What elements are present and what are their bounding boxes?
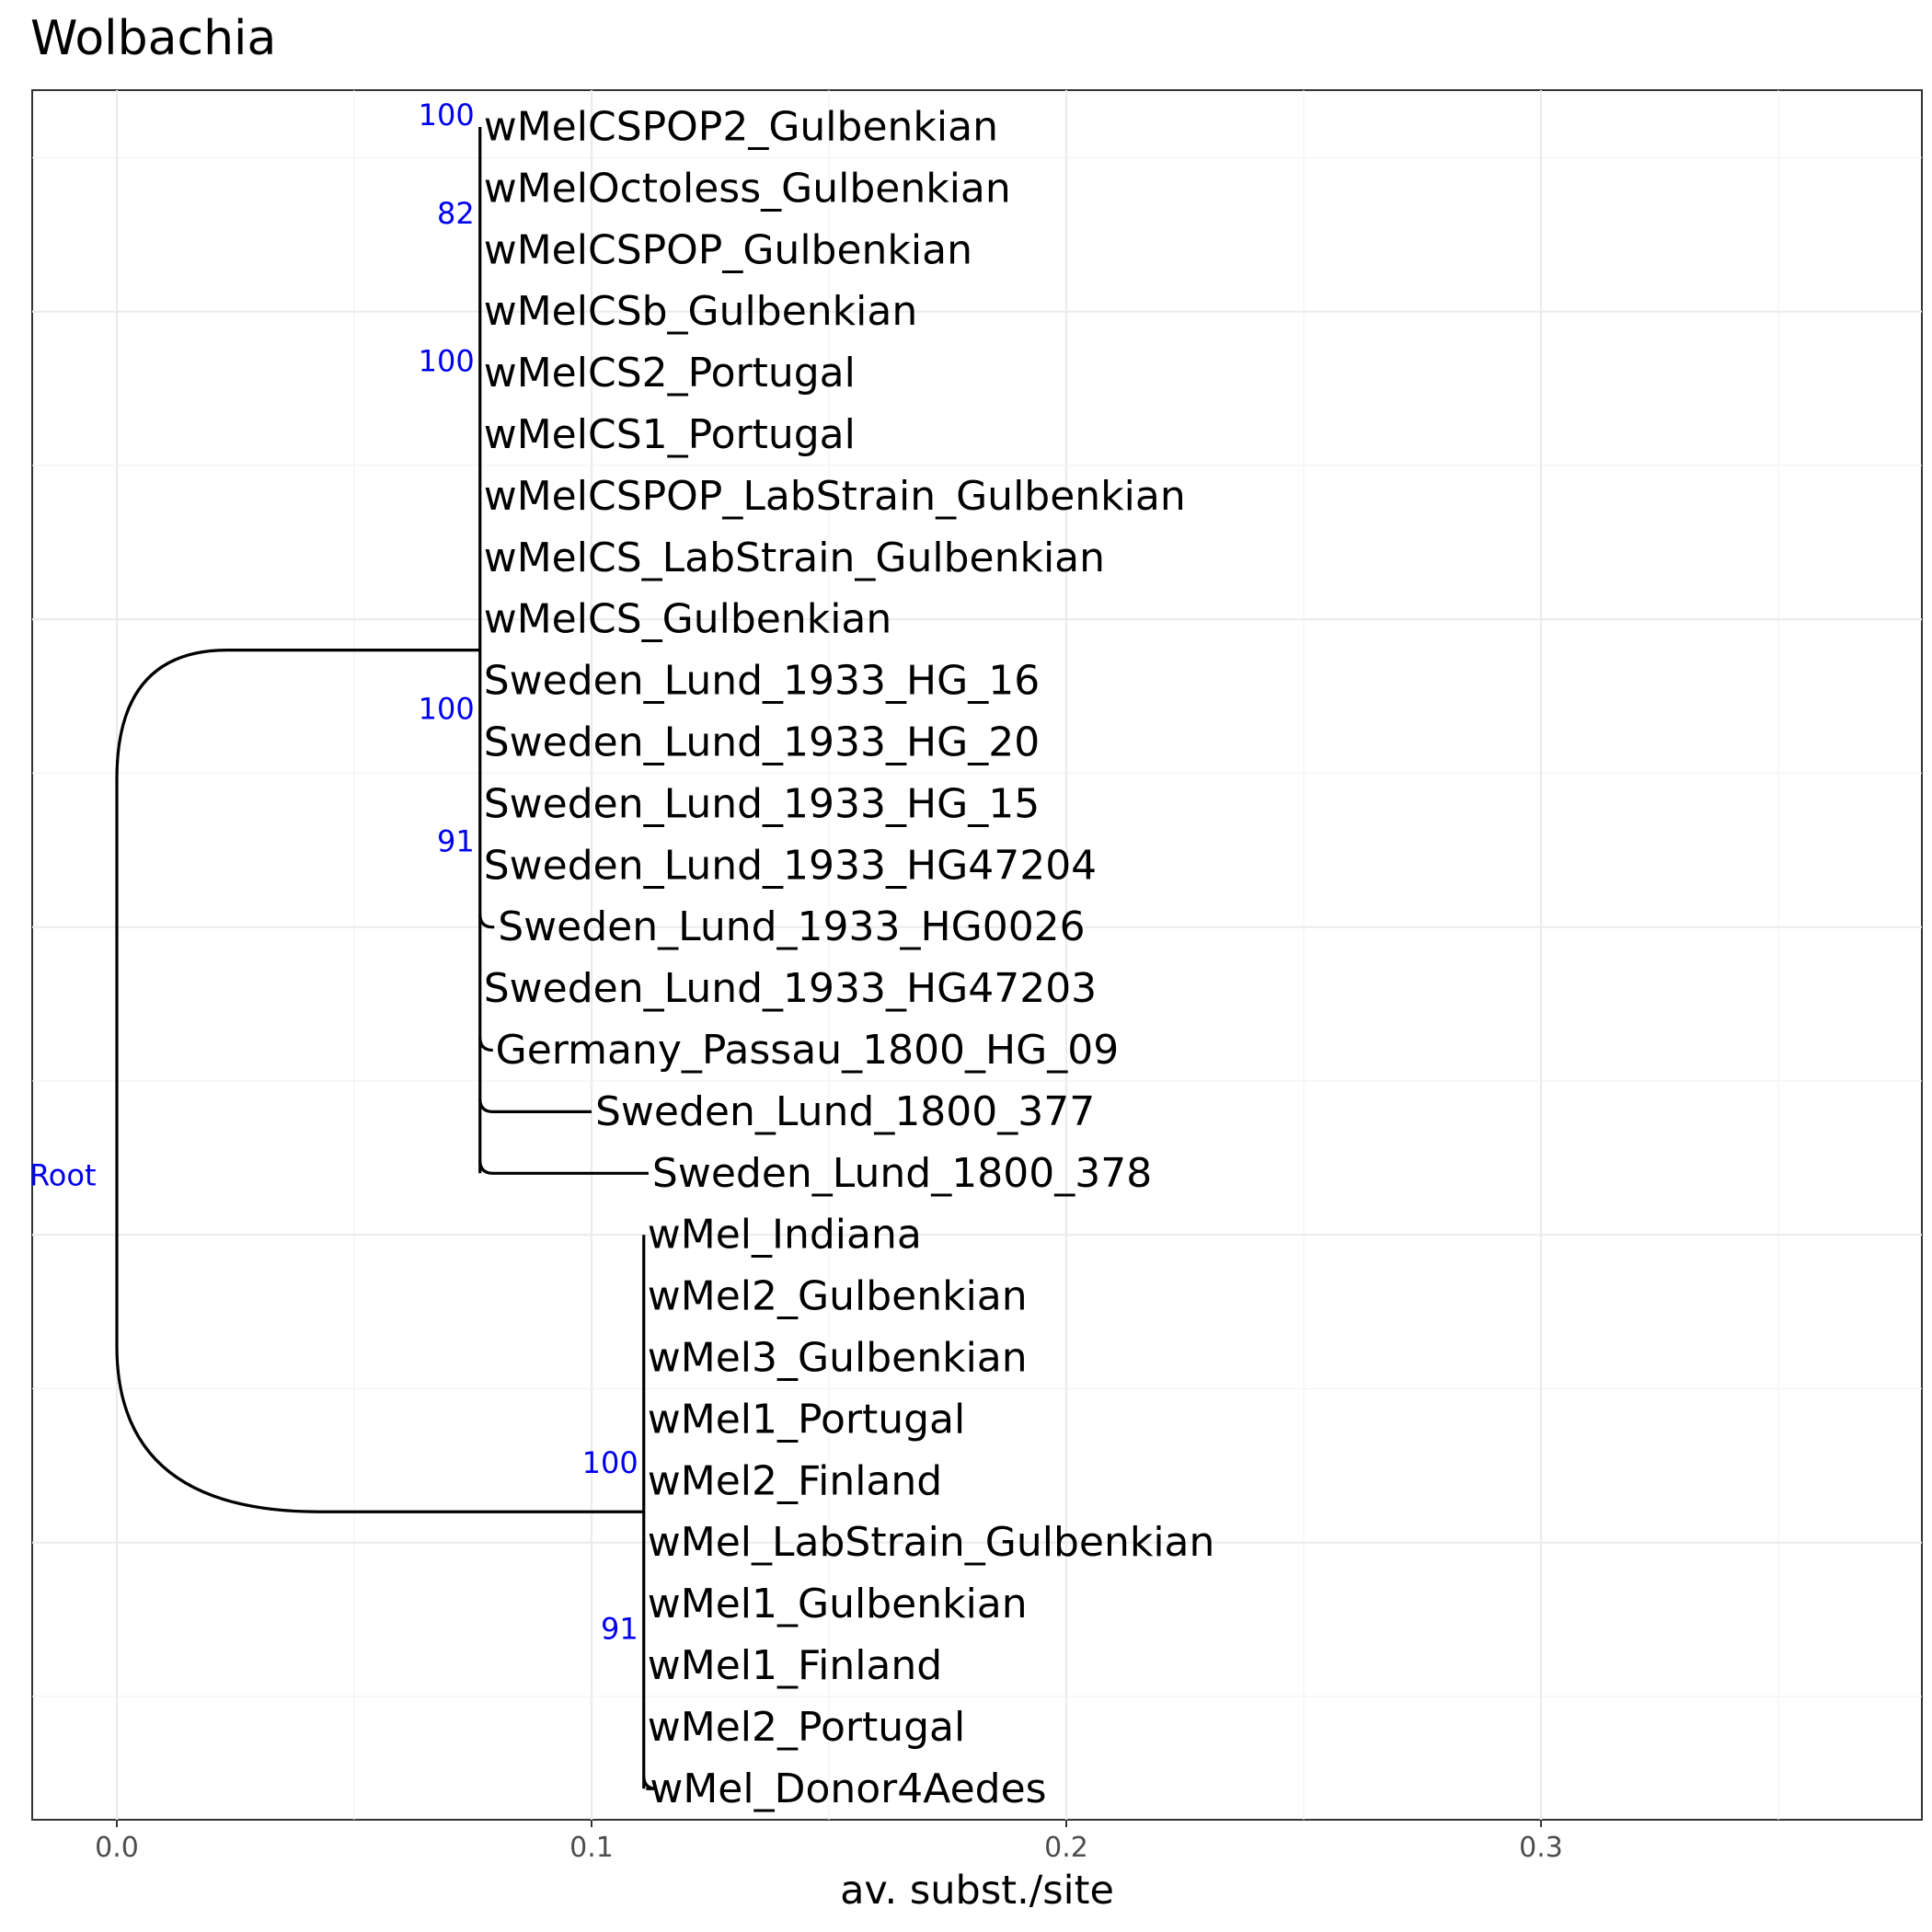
tip-label: wMelCSPOP2_Gulbenkian (484, 104, 998, 151)
tip-label: wMelCS_LabStrain_Gulbenkian (484, 535, 1105, 581)
bootstrap-value: 100 (582, 1445, 638, 1480)
tip-label: Sweden_Lund_1933_HG_20 (484, 719, 1040, 766)
tip-label: wMel2_Gulbenkian (648, 1273, 1028, 1320)
root-label: Root (29, 1158, 97, 1193)
x-tick-label: 0.2 (1044, 1832, 1088, 1864)
tip-branch (478, 1098, 592, 1113)
tip-label: wMel2_Portugal (648, 1704, 965, 1751)
root-branch-upper (115, 649, 480, 1081)
x-tick-label: 0.0 (95, 1832, 139, 1864)
bootstrap-value: 100 (419, 344, 475, 379)
tip-label: wMelCSb_Gulbenkian (484, 288, 917, 335)
tip-label: wMelCSPOP_Gulbenkian (484, 226, 972, 273)
tip-label: wMelCS_Gulbenkian (484, 596, 892, 643)
tree-branches (115, 127, 657, 1790)
tip-label: Sweden_Lund_1933_HG_15 (484, 780, 1040, 827)
tip-label: Germany_Passau_1800_HG_09 (496, 1027, 1120, 1074)
tip-label: wMelOctoless_Gulbenkian (484, 165, 1011, 212)
x-axis-label: av. subst./site (840, 1868, 1114, 1914)
plot-title: Wolbachia (30, 11, 277, 66)
tip-label: wMelCS1_Portugal (484, 411, 856, 458)
x-tick-label: 0.3 (1519, 1832, 1563, 1864)
tip-branch (642, 1776, 657, 1790)
tip-label: Sweden_Lund_1800_377 (595, 1088, 1095, 1135)
bootstrap-value: 100 (419, 692, 475, 727)
tip-label: wMel3_Gulbenkian (648, 1335, 1028, 1382)
tip-branch (478, 1160, 649, 1175)
tip-label: wMel1_Finland (648, 1642, 942, 1689)
tip-label: wMel2_Finland (648, 1457, 942, 1504)
tip-label: Sweden_Lund_1933_HG0026 (498, 903, 1085, 950)
tip-label: Sweden_Lund_1933_HG47204 (484, 842, 1097, 889)
bootstrap-value: 82 (437, 196, 475, 231)
tip-label: wMel1_Portugal (648, 1396, 965, 1443)
tip-label: Sweden_Lund_1933_HG47203 (484, 965, 1097, 1012)
plot-panel-border (31, 89, 1923, 1821)
tip-label: wMel_Indiana (648, 1212, 922, 1259)
tip-branch (478, 1037, 493, 1052)
x-axis-ticks: 0.0 0.1 0.2 0.3 (95, 1820, 1563, 1864)
tip-label: Sweden_Lund_1933_HG_16 (484, 658, 1040, 705)
bootstrap-value: 91 (437, 823, 475, 858)
grid-lines (32, 90, 1922, 1820)
bootstrap-value: 91 (601, 1612, 638, 1647)
tip-label: wMelCS2_Portugal (484, 350, 856, 397)
bootstrap-value: 100 (419, 98, 475, 132)
tip-label: Sweden_Lund_1800_378 (652, 1150, 1152, 1197)
tip-label: wMel_LabStrain_Gulbenkian (648, 1519, 1215, 1566)
tip-label: wMel1_Gulbenkian (648, 1581, 1028, 1627)
root-branch-lower (115, 1080, 644, 1513)
bootstrap-labels: 100 82 100 100 91 100 91 Root (29, 98, 638, 1647)
tip-branch (478, 914, 495, 929)
tip-label: wMel_Donor4Aedes (650, 1765, 1046, 1812)
x-tick-label: 0.1 (569, 1832, 614, 1864)
tip-labels: wMelCSPOP2_Gulbenkian wMelOctoless_Gulben… (484, 104, 1215, 1812)
tip-label: wMelCSPOP_LabStrain_Gulbenkian (484, 473, 1186, 520)
